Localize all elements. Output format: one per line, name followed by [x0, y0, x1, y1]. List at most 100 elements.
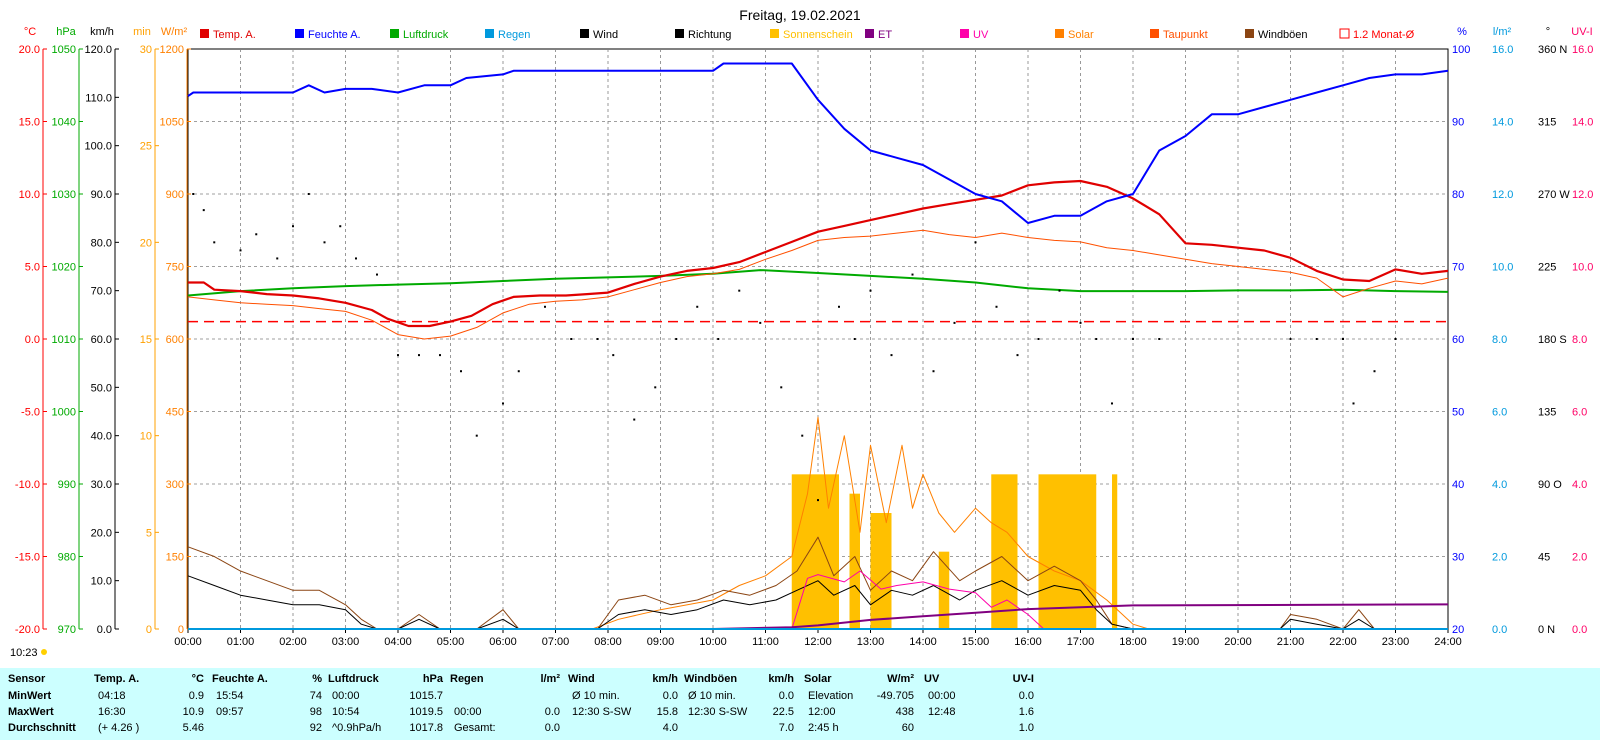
x-tick-label: 19:00 [1172, 636, 1200, 648]
x-tick-label: 04:00 [384, 636, 412, 648]
left-axis-tick-label: 750 [166, 262, 184, 274]
x-tick-label: 20:00 [1224, 636, 1252, 648]
x-tick-label: 06:00 [489, 636, 517, 648]
series-line-et [188, 603, 1449, 630]
grid [187, 48, 1449, 630]
wind-direction-point [1058, 289, 1061, 292]
right-axis-tick-label: 135 [1538, 407, 1556, 419]
stats-column-unit: l/m² [540, 673, 560, 685]
stats-value: 7.0 [778, 722, 794, 734]
x-tick-label: 17:00 [1067, 636, 1095, 648]
left-axis-tick-label: 10 [140, 431, 152, 443]
right-axis-unit: UV-I [1571, 26, 1592, 38]
wind-direction-point [502, 402, 504, 405]
stats-row-label: MaxWert [8, 706, 54, 718]
right-axis-tick-label: 50 [1452, 407, 1464, 419]
x-tick-label: 24:00 [1434, 636, 1462, 648]
sunshine-bar [1112, 474, 1118, 629]
left-axis-tick-label: 900 [166, 189, 184, 201]
wind-direction-point [696, 305, 699, 308]
stats-value: 438 [895, 706, 914, 718]
wind-direction-point [838, 305, 840, 308]
statistics-table: Sensor MinWert MaxWert Durchschnitt Temp. A.… [0, 668, 1600, 740]
wind-direction-point [717, 338, 720, 340]
legend-item-label: Solar [1068, 29, 1094, 41]
stats-column-header: Luftdruck [328, 673, 379, 685]
left-axis-tick-label: 0.0 [97, 624, 112, 636]
right-axis-tick-label: 360 N [1538, 44, 1567, 56]
stats-value: 0.0 [778, 690, 794, 702]
series-line-temp-a- [188, 179, 1449, 328]
right-axis-tick-label: 60 [1452, 334, 1464, 346]
stats-value: 0.0 [544, 706, 560, 718]
stats-value: 1017.8 [409, 722, 443, 734]
wind-direction-point [202, 209, 205, 212]
left-axis-tick-label: 0 [178, 624, 184, 636]
x-tick-label: 03:00 [332, 636, 360, 648]
stats-column-header: Windböen [684, 673, 738, 685]
legend-swatch [1339, 28, 1350, 39]
legend-item-label: Luftdruck [403, 29, 449, 41]
stats-value: 1.0 [1018, 722, 1034, 734]
legend-item-label: UV [973, 29, 989, 41]
wind-direction-point [397, 354, 399, 357]
left-axis-tick-label: 5.0 [25, 262, 40, 274]
left-axis-tick-label: 1010 [52, 334, 76, 346]
right-axis-tick-label: 20 [1452, 624, 1464, 636]
wind-direction-point [974, 241, 977, 244]
right-axis-tick-label: 16.0 [1492, 44, 1513, 56]
left-axis-tick-label: 0 [146, 624, 152, 636]
legend-swatch [770, 29, 779, 38]
right-axis-tick-label: 0.0 [1572, 624, 1587, 636]
left-axis-tick-label: 30 [140, 44, 152, 56]
right-axis-tick-label: 10.0 [1492, 262, 1513, 274]
right-axis-tick-label: 90 [1452, 117, 1464, 129]
right-axis-tick-label: 6.0 [1572, 407, 1587, 419]
right-axis-tick-label: 2.0 [1492, 552, 1507, 564]
stats-time: 16:30 [98, 706, 126, 718]
stats-value: 0.0 [662, 690, 678, 702]
stats-value: 22.5 [772, 706, 794, 718]
left-axis-tick-label: 60.0 [91, 334, 112, 346]
stats-column-unit: UV-I [1012, 673, 1034, 685]
left-axis-tick-label: 1040 [52, 117, 76, 129]
x-tick-label: 08:00 [594, 636, 622, 648]
wind-direction-point [376, 273, 378, 276]
wind-direction-point [213, 241, 216, 244]
left-axis-tick-label: 90.0 [91, 189, 112, 201]
x-tick-label: 07:00 [542, 636, 570, 648]
right-axis-tick-label: 4.0 [1492, 479, 1507, 491]
series-line-uv [791, 570, 1045, 630]
sunshine-bar [849, 493, 860, 629]
wind-direction-point [307, 193, 310, 195]
left-axis-tick-label: 10.0 [19, 189, 40, 201]
left-axis-unit: hPa [56, 26, 76, 38]
stats-value: 1015.7 [409, 690, 443, 702]
chart-title: Freitag, 19.02.2021 [739, 7, 861, 23]
right-axis-tick-label: 10.0 [1572, 262, 1593, 274]
wind-direction-point [323, 241, 326, 244]
left-axis-tick-label: 150 [166, 552, 184, 564]
x-tick-label: 09:00 [647, 636, 675, 648]
sunshine-bar [938, 551, 950, 629]
x-tick-label: 18:00 [1119, 636, 1147, 648]
stats-column-header: Solar [804, 673, 832, 685]
wind-direction-point [911, 273, 914, 276]
stats-time: 12:30 S-SW [688, 706, 748, 718]
stats-column-header: UV [924, 673, 940, 685]
right-axis-tick-label: 8.0 [1492, 334, 1507, 346]
right-axis-unit: % [1457, 26, 1467, 38]
right-axis-tick-label: 12.0 [1492, 189, 1513, 201]
stats-value: 1019.5 [409, 706, 443, 718]
stats-column-unit: % [312, 673, 322, 685]
stats-time: 12:00 [808, 706, 836, 718]
stats-value: 92 [309, 722, 322, 734]
right-axis-unit: ° [1546, 26, 1550, 38]
weather-chart: Freitag, 19.02.2021 Temp. A. Feuchte A. Lu… [10, 7, 1593, 659]
left-axis-tick-label: 5 [146, 527, 152, 539]
left-axis-tick-label: 990 [58, 479, 76, 491]
stats-time: 00:00 [454, 706, 482, 718]
wind-direction-point [475, 434, 478, 437]
right-axis-tick-label: 2.0 [1572, 552, 1587, 564]
wind-direction-point [1342, 338, 1344, 340]
